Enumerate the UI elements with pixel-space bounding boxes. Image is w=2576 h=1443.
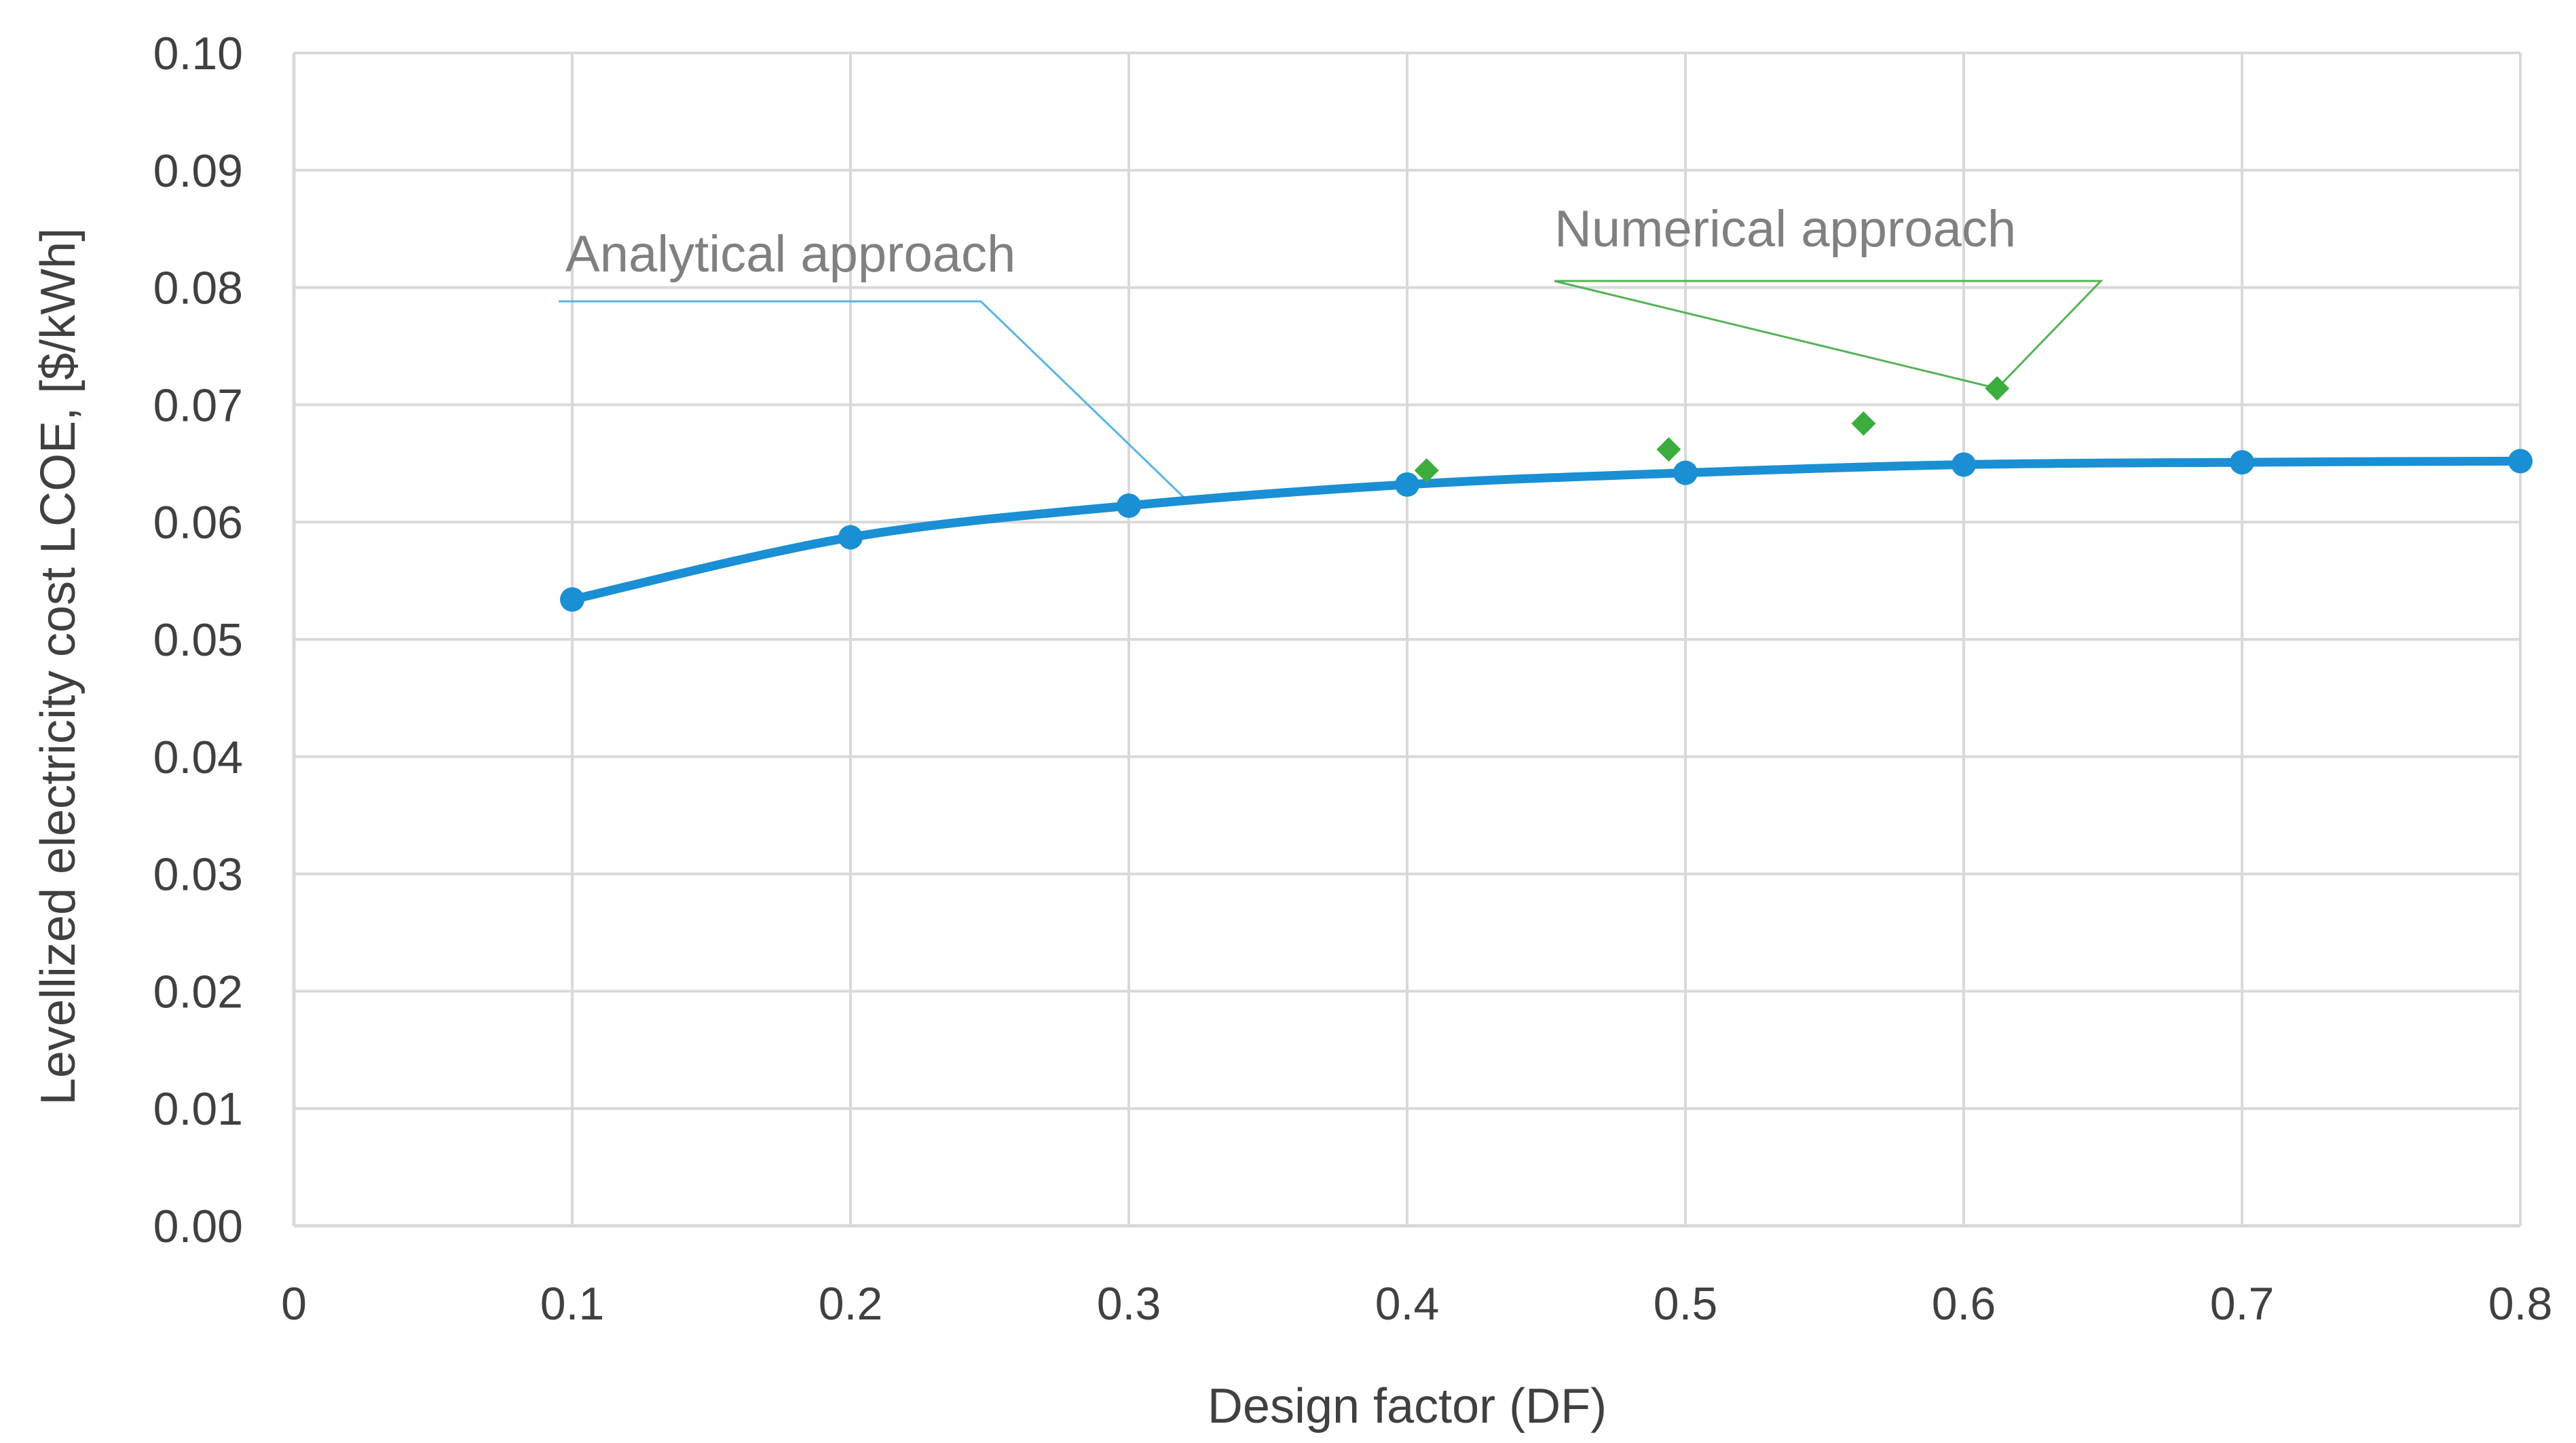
series	[560, 376, 2533, 612]
callout-label: Analytical approach	[565, 225, 1015, 283]
analytical-point	[2230, 450, 2254, 475]
x-tick-label: 0.1	[540, 1278, 605, 1330]
analytical-point	[560, 587, 584, 612]
y-tick-label: 0.02	[153, 966, 243, 1017]
analytical-point	[1395, 472, 1419, 497]
numerical-point	[1985, 376, 2010, 401]
y-tick-label: 0.03	[153, 849, 243, 901]
y-tick-label: 0.06	[153, 497, 243, 548]
x-tick-label: 0	[281, 1278, 307, 1330]
numerical-point	[1656, 437, 1681, 462]
x-tick-label: 0.6	[1932, 1278, 1996, 1330]
callout-label: Numerical approach	[1554, 200, 2016, 258]
analytical-point	[1673, 460, 1698, 485]
x-tick-label: 0.2	[819, 1278, 883, 1330]
y-tick-label: 0.08	[153, 263, 243, 314]
numerical-point	[1414, 458, 1439, 483]
callout-leader-line	[559, 300, 1191, 504]
analytical-point	[2508, 449, 2533, 474]
y-tick-label: 0.07	[153, 379, 243, 431]
y-tick-label: 0.01	[153, 1083, 243, 1135]
axes	[292, 53, 2520, 1228]
y-tick-label: 0.10	[153, 28, 243, 79]
x-tick-label: 0.3	[1097, 1278, 1161, 1330]
x-tick-label: 0.4	[1375, 1278, 1440, 1330]
analytical-point	[1952, 452, 1976, 477]
analytical-series-line	[567, 456, 2525, 604]
callouts	[559, 280, 2104, 504]
x-tick-label: 0.8	[2488, 1278, 2553, 1330]
x-axis-title: Design factor (DF)	[1208, 1379, 1607, 1433]
y-tick-label: 0.09	[153, 145, 243, 197]
y-tick-label: 0.00	[153, 1201, 243, 1252]
x-tick-label: 0.5	[1654, 1278, 1718, 1330]
callout-leader-line	[1554, 280, 1998, 390]
callout-leader-line	[1554, 280, 2104, 390]
y-axis-title: Levellized electricity cost LCOE, [$/kWh…	[31, 228, 86, 1105]
analytical-point	[1117, 493, 1141, 519]
grid	[294, 52, 2522, 1226]
analytical-point	[838, 525, 863, 550]
y-tick-label: 0.05	[153, 614, 243, 666]
numerical-point	[1851, 411, 1876, 436]
x-tick-label: 0.7	[2210, 1278, 2275, 1330]
y-tick-label: 0.04	[153, 732, 243, 783]
labels: 0.00 0.01 0.02 0.03 0.04 0.05 0.06 0.07 0.08 0.09…	[31, 28, 2552, 1433]
